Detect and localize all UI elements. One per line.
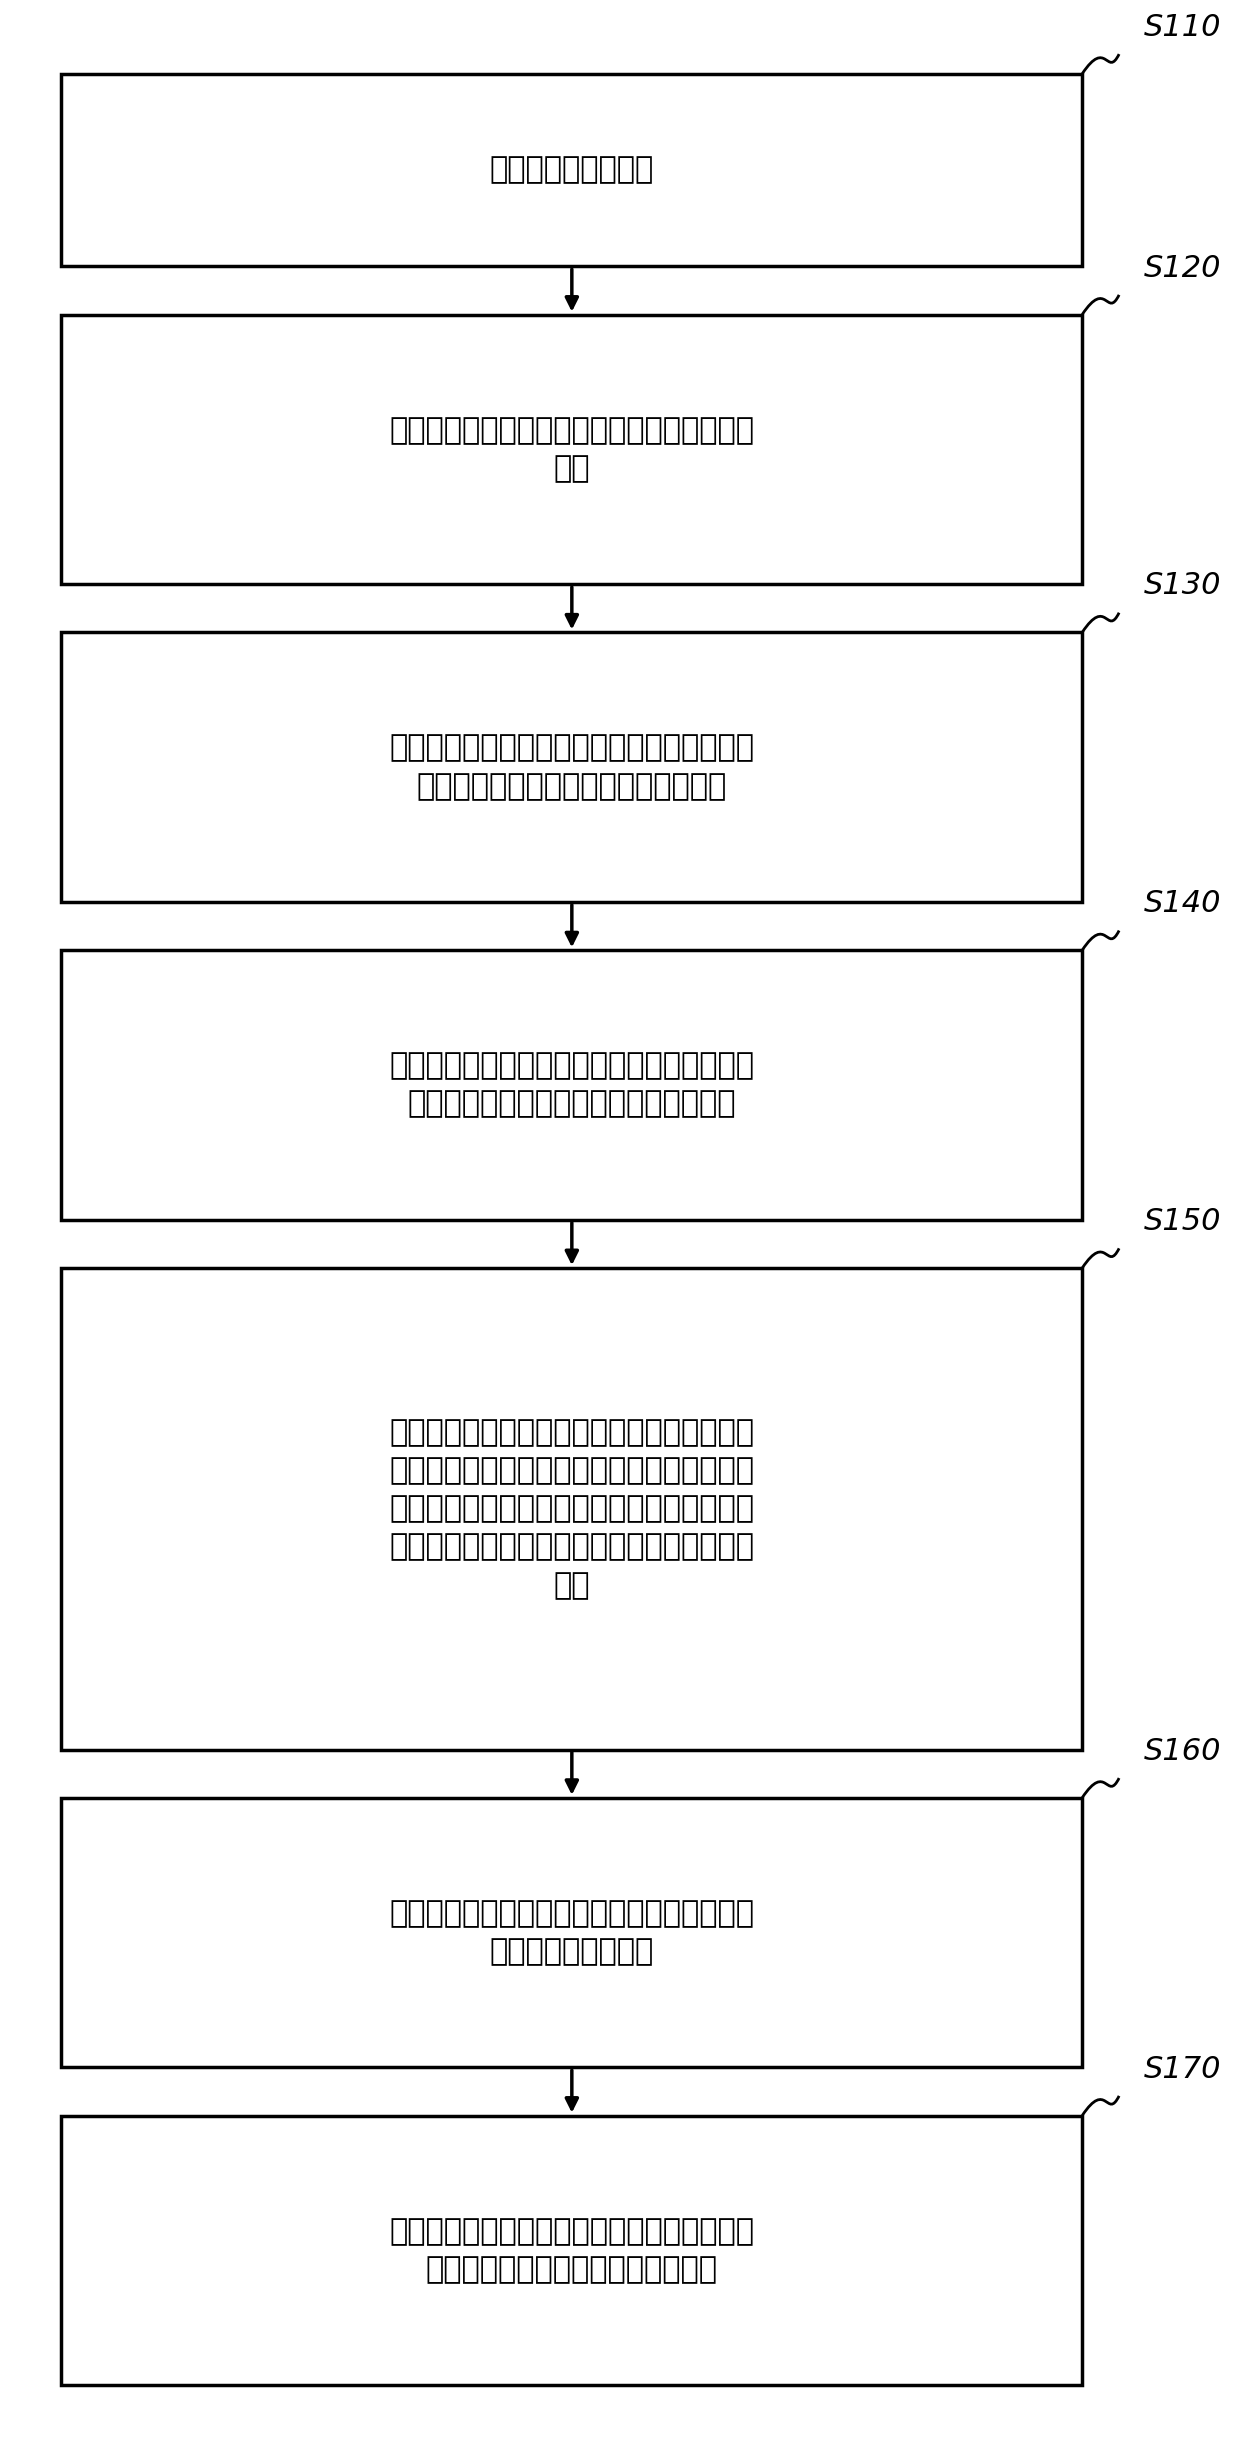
FancyBboxPatch shape	[62, 632, 1083, 902]
Text: S110: S110	[1143, 12, 1221, 42]
Text: S170: S170	[1143, 2056, 1221, 2083]
Text: 在所述层间绝缘层上形成源极及漏极，所述源
极及所述漏极分别与所述有源层连接: 在所述层间绝缘层上形成源极及漏极，所述源 极及所述漏极分别与所述有源层连接	[389, 2218, 754, 2284]
FancyBboxPatch shape	[62, 949, 1083, 1220]
Text: S160: S160	[1143, 1736, 1221, 1766]
Text: 在基板上形成有源层: 在基板上形成有源层	[490, 155, 653, 184]
Text: 在形成有所述有源层的所述基板上形成栅极绝
缘层: 在形成有所述有源层的所述基板上形成栅极绝 缘层	[389, 416, 754, 482]
FancyBboxPatch shape	[62, 74, 1083, 266]
Text: 在所述栅极绝缘层、所述栅极及所述存储电容
器上形成层间绝缘层: 在所述栅极绝缘层、所述栅极及所述存储电容 器上形成层间绝缘层	[389, 1898, 754, 1967]
Text: 对所述金属层进行图形化，以形成栅极、第一
电极及第二电极，所述第一电极位于所述第一
刻蚀槽内，所述第二电极位于所述第二刻蚀槽
内，所述第一电极及所述第二电极形成: 对所述金属层进行图形化，以形成栅极、第一 电极及第二电极，所述第一电极位于所述第…	[389, 1419, 754, 1601]
Text: S120: S120	[1143, 253, 1221, 283]
FancyBboxPatch shape	[62, 1269, 1083, 1751]
Text: S140: S140	[1143, 890, 1221, 917]
Text: S130: S130	[1143, 570, 1221, 600]
FancyBboxPatch shape	[62, 315, 1083, 585]
FancyBboxPatch shape	[62, 1798, 1083, 2068]
Text: S150: S150	[1143, 1207, 1221, 1237]
Text: 对所述栅极绝缘层进行图形化，以形成于垂直
于所述基板的第一刻蚀槽及第二刻蚀槽: 对所述栅极绝缘层进行图形化，以形成于垂直 于所述基板的第一刻蚀槽及第二刻蚀槽	[389, 733, 754, 802]
FancyBboxPatch shape	[62, 2115, 1083, 2385]
Text: 在所述栅极绝缘层上形成金属层，且所述金属
层覆盖所述第一刻蚀槽及所述第二刻蚀槽: 在所述栅极绝缘层上形成金属层，且所述金属 层覆盖所述第一刻蚀槽及所述第二刻蚀槽	[389, 1052, 754, 1119]
